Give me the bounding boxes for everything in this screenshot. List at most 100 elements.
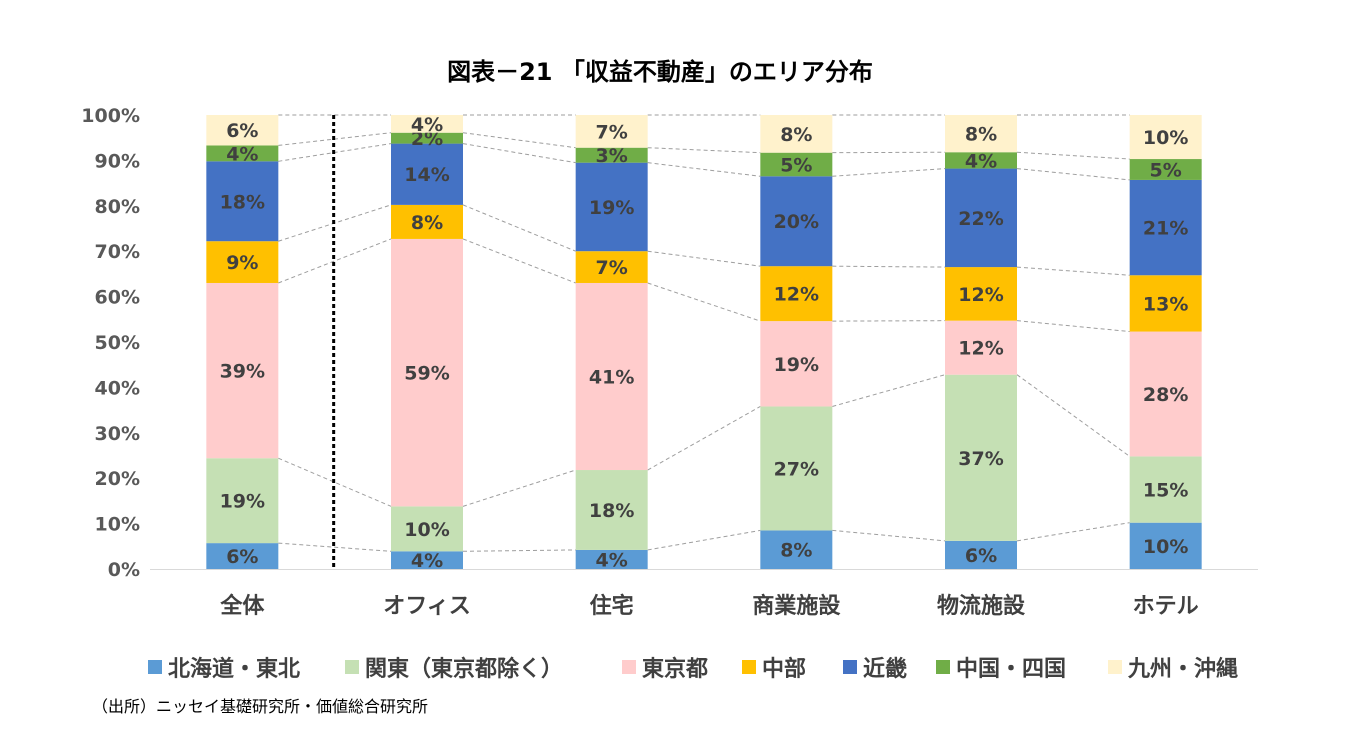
x-tick-label: 全体: [219, 593, 265, 619]
data-label: 4%: [411, 550, 443, 572]
bar-segment: [945, 168, 1017, 268]
connector-line: [832, 265, 946, 268]
bar-segment: [206, 458, 279, 544]
data-label: 28%: [1143, 384, 1188, 406]
bar-segment: [575, 282, 648, 471]
legend-item: 中部: [742, 656, 806, 682]
x-tick-label: 物流施設: [937, 593, 1026, 619]
bars: 6%19%39%9%18%4%6%4%10%59%8%14%2%4%4%18%4…: [206, 114, 1202, 572]
connector-line: [647, 162, 761, 177]
connector-line: [1016, 374, 1130, 457]
x-tick-label: オフィス: [383, 594, 471, 619]
bar-segment: [575, 115, 648, 148]
data-label: 12%: [774, 284, 819, 306]
legend-label: 北海道・東北: [168, 656, 300, 682]
y-tick-label: 10%: [95, 514, 140, 536]
bar-segment: [391, 238, 463, 507]
bar-segment: [1129, 522, 1202, 569]
connector-line: [832, 168, 946, 177]
connector-line: [647, 250, 761, 267]
data-label: 7%: [596, 257, 628, 279]
legend-swatch: [1108, 660, 1122, 674]
data-label: 4%: [965, 150, 997, 172]
bar-segment: [760, 176, 833, 267]
legend-item: 近畿: [843, 656, 907, 682]
legend-swatch: [345, 660, 359, 674]
connector-line: [462, 549, 576, 552]
data-label: 19%: [774, 354, 819, 376]
bar-segment: [391, 132, 463, 144]
connector-line: [647, 406, 761, 471]
bar-segment: [391, 204, 463, 239]
bar-segment: [391, 143, 463, 205]
bar-segment: [945, 374, 1017, 541]
bar-segment: [206, 543, 279, 569]
legend-swatch: [936, 660, 950, 674]
bar-segment: [760, 530, 833, 569]
data-label: 6%: [965, 545, 997, 567]
connector-line: [278, 542, 392, 552]
bar-segment: [760, 115, 833, 153]
legend-label: 近畿: [863, 656, 907, 682]
connector-line: [832, 374, 946, 407]
y-tick-label: 30%: [95, 423, 140, 445]
connector-line: [462, 132, 576, 149]
bar-segment: [945, 115, 1017, 153]
legend-swatch: [843, 660, 857, 674]
data-label: 20%: [774, 211, 819, 233]
data-label: 2%: [411, 128, 443, 150]
data-label: 13%: [1143, 293, 1188, 315]
legend-item: 北海道・東北: [148, 656, 300, 682]
connector-line: [462, 238, 576, 284]
legend-swatch: [622, 660, 636, 674]
connector-lines: [278, 114, 1130, 552]
legend-label: 中国・四国: [956, 657, 1066, 682]
data-label: 19%: [589, 197, 634, 219]
legend-label: 九州・沖縄: [1127, 657, 1238, 682]
y-axis: 0% 10% 20% 30% 40% 50% 60% 70% 80% 90% 100%: [81, 105, 140, 581]
data-label: 4%: [596, 549, 628, 571]
legend-item: 関東（東京都除く）: [345, 656, 563, 682]
data-label: 12%: [958, 284, 1003, 306]
legend-item: 九州・沖縄: [1108, 657, 1238, 682]
data-label: 22%: [958, 208, 1003, 230]
data-label: 4%: [226, 143, 258, 165]
data-label: 10%: [1143, 127, 1188, 149]
x-tick-label: ホテル: [1133, 594, 1199, 619]
bar-segment: [760, 152, 833, 177]
bar-segment: [760, 266, 833, 322]
data-label: 12%: [958, 338, 1003, 360]
data-label: 18%: [220, 191, 265, 213]
connector-line: [1016, 522, 1130, 542]
connector-line: [1016, 266, 1130, 276]
data-label: 37%: [958, 448, 1003, 470]
y-tick-label: 50%: [95, 332, 140, 354]
bar-segment: [575, 162, 648, 252]
bar-segment: [1129, 179, 1202, 276]
data-label: 59%: [404, 363, 449, 385]
legend-item: 東京都: [622, 656, 708, 682]
legend-item: 中国・四国: [936, 657, 1066, 682]
bar-segment: [760, 321, 833, 407]
connector-line: [832, 529, 946, 542]
data-label: 3%: [596, 145, 628, 167]
y-tick-label: 0%: [108, 559, 140, 581]
data-label: 14%: [404, 164, 449, 186]
bar-segment: [1129, 331, 1202, 457]
data-label: 15%: [1143, 480, 1188, 502]
y-tick-label: 90%: [95, 150, 140, 172]
data-label: 8%: [411, 212, 443, 234]
bar-segment: [1129, 159, 1202, 180]
chart-title: 図表－21 「収益不動産」のエリア分布: [447, 58, 873, 86]
y-tick-label: 40%: [95, 377, 140, 399]
connector-line: [647, 282, 761, 322]
bar-segment: [391, 506, 463, 552]
data-label: 19%: [220, 491, 265, 513]
data-label: 10%: [1143, 536, 1188, 558]
data-label: 21%: [1143, 218, 1188, 240]
bar-segment: [575, 147, 648, 163]
legend-label: 関東（東京都除く）: [365, 656, 563, 682]
data-label: 10%: [404, 519, 449, 541]
connector-line: [462, 204, 576, 252]
